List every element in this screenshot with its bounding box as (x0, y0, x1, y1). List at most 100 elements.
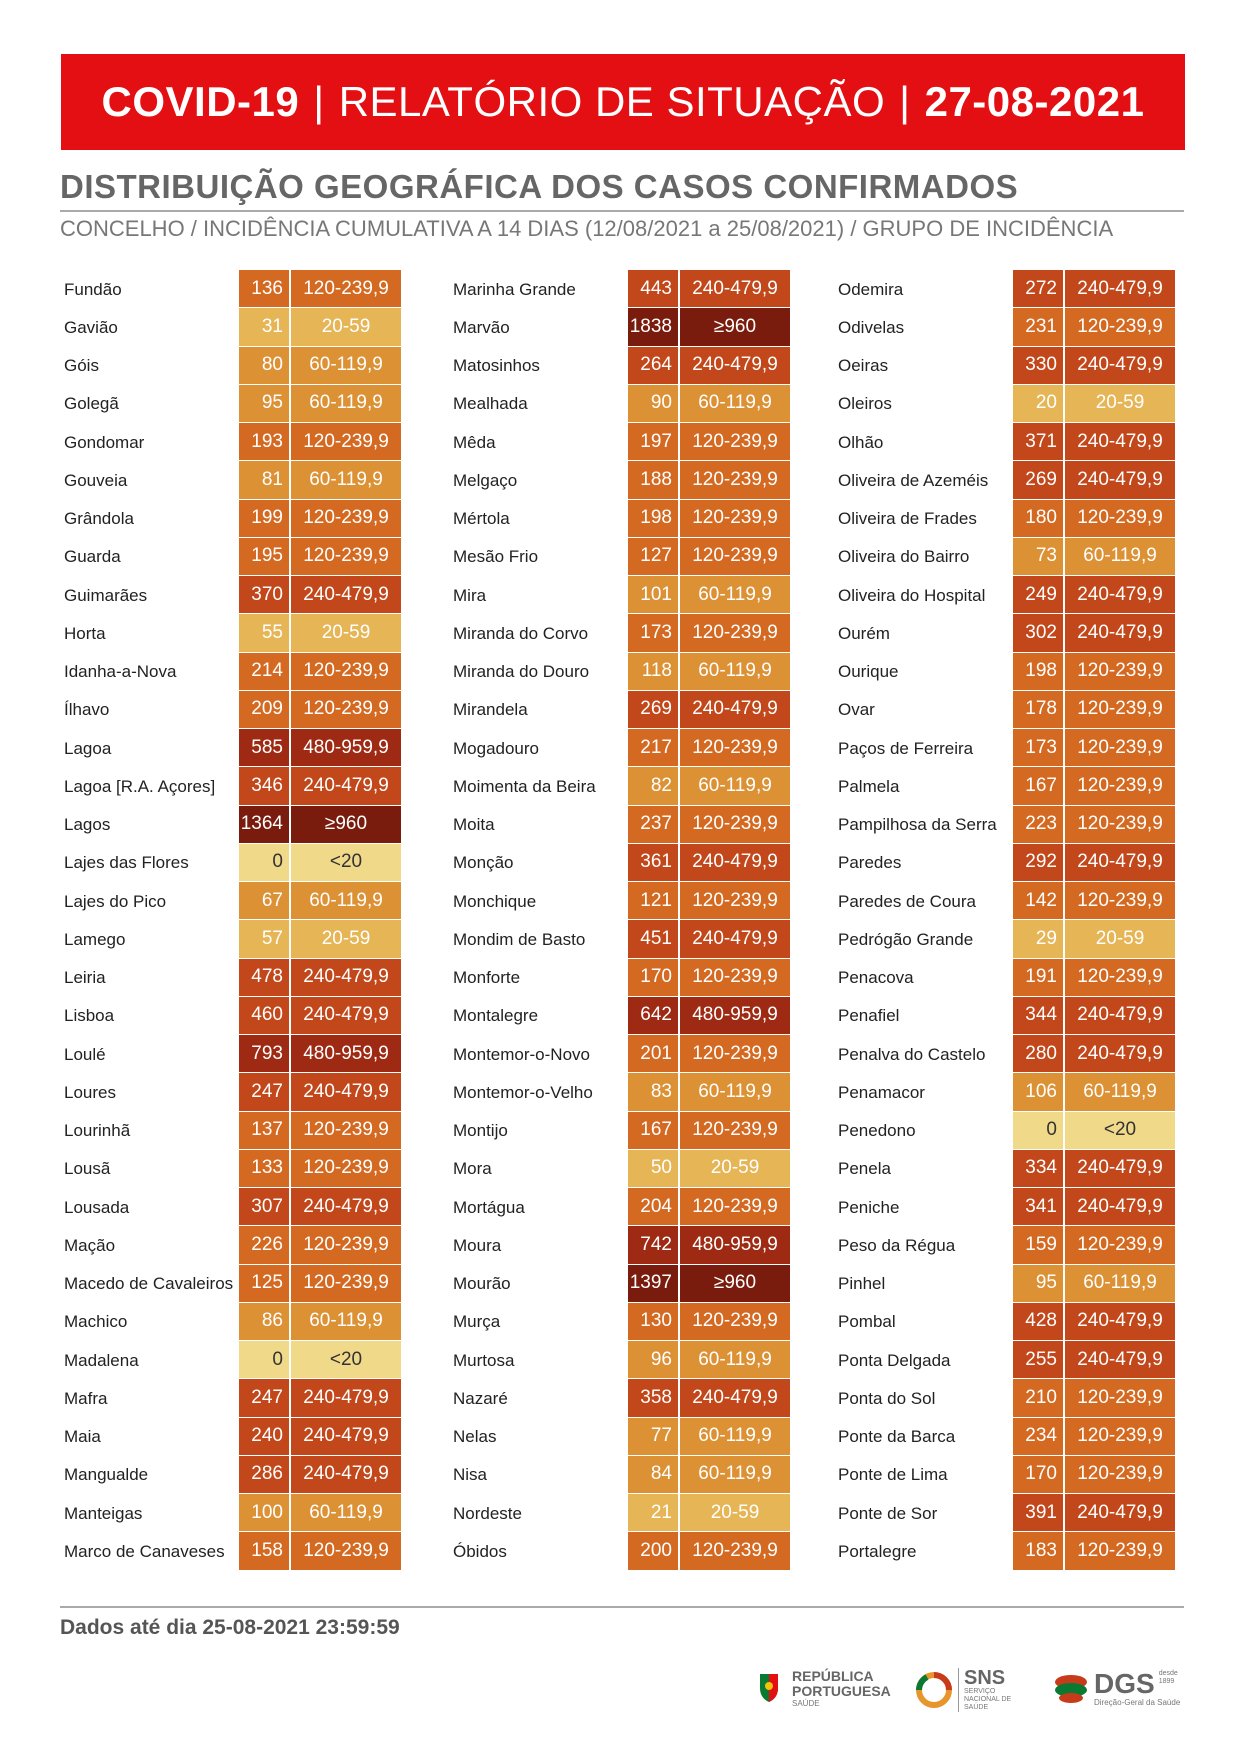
incidence-group: 120-239,9 (1065, 690, 1175, 729)
incidence-group: 20-59 (291, 308, 401, 347)
incidence-group: 60-119,9 (291, 1494, 401, 1533)
table-row: Pedrógão Grande 29 20-59 (834, 920, 1175, 959)
table-row: Ponte da Barca 234 120-239,9 (834, 1417, 1175, 1456)
incidence-value: 195 (239, 537, 291, 576)
municipality-name: Ponta Delgada (838, 1350, 951, 1370)
table-row: Paredes de Coura 142 120-239,9 (834, 882, 1175, 921)
incidence-value: 121 (628, 882, 680, 921)
municipality-name: Miranda do Douro (453, 662, 590, 682)
incidence-value: 344 (1013, 996, 1065, 1035)
table-row: Mealhada 90 60-119,9 (449, 384, 790, 423)
municipality-name: Pedrógão Grande (838, 929, 974, 949)
republica-sub: SAÚDE (792, 1698, 820, 1708)
incidence-value: 77 (628, 1417, 680, 1456)
incidence-value: 191 (1013, 958, 1065, 997)
incidence-group: 120-239,9 (1065, 1417, 1175, 1456)
incidence-group: 120-239,9 (291, 652, 401, 691)
table-row: Ponta do Sol 210 120-239,9 (834, 1379, 1175, 1418)
incidence-group: 120-239,9 (1065, 767, 1175, 806)
incidence-group: 240-479,9 (680, 690, 790, 729)
incidence-group: 120-239,9 (680, 537, 790, 576)
incidence-value: 96 (628, 1341, 680, 1380)
incidence-group: 240-479,9 (1065, 1188, 1175, 1227)
table-row: Paredes 292 240-479,9 (834, 843, 1175, 882)
incidence-value: 183 (1013, 1532, 1065, 1571)
municipality-name: Óbidos (453, 1541, 507, 1561)
municipality-name: Macedo de Cavaleiros (64, 1274, 234, 1294)
section-title: DISTRIBUIÇÃO GEOGRÁFICA DOS CASOS CONFIR… (60, 168, 1184, 212)
incidence-value: 50 (628, 1149, 680, 1188)
incidence-value: 193 (239, 423, 291, 462)
incidence-group: 60-119,9 (291, 346, 401, 385)
incidence-value: 272 (1013, 270, 1065, 309)
incidence-value: 73 (1013, 537, 1065, 576)
municipality-name: Mesão Frio (453, 547, 539, 567)
municipality-name: Lagoa [R.A. Açores] (64, 776, 216, 796)
incidence-group: 60-119,9 (291, 1302, 401, 1341)
incidence-group: 20-59 (1065, 384, 1175, 423)
municipality-name: Nazaré (453, 1388, 508, 1408)
incidence-group: 120-239,9 (680, 614, 790, 653)
incidence-value: 86 (239, 1302, 291, 1341)
incidence-value: 0 (1013, 1111, 1065, 1150)
incidence-group: 240-479,9 (291, 1417, 401, 1456)
incidence-group: 120-239,9 (680, 499, 790, 538)
municipality-name: Grândola (64, 509, 134, 529)
municipality-name: Guarda (64, 547, 121, 567)
incidence-value: 55 (239, 614, 291, 653)
table-row: Oliveira do Hospital 249 240-479,9 (834, 576, 1175, 615)
incidence-value: 346 (239, 767, 291, 806)
municipality-name: Paços de Ferreira (838, 738, 974, 758)
municipality-name: Mira (453, 585, 487, 605)
incidence-value: 214 (239, 652, 291, 691)
incidence-group: 240-479,9 (291, 767, 401, 806)
table-row: Oleiros 20 20-59 (834, 384, 1175, 423)
incidence-group: 120-239,9 (1065, 652, 1175, 691)
municipality-name: Oliveira do Bairro (838, 547, 970, 567)
municipality-name: Golegã (64, 394, 119, 414)
incidence-group: 60-119,9 (1065, 1073, 1175, 1112)
incidence-group: 240-479,9 (1065, 1341, 1175, 1380)
incidence-value: 142 (1013, 882, 1065, 921)
table-row: Guarda 195 120-239,9 (60, 537, 401, 576)
incidence-value: 198 (1013, 652, 1065, 691)
incidence-value: 451 (628, 920, 680, 959)
table-row: Ponte de Lima 170 120-239,9 (834, 1455, 1175, 1494)
municipality-name: Matosinhos (453, 356, 540, 376)
table-row: Lourinhã 137 120-239,9 (60, 1111, 401, 1150)
incidence-group: 120-239,9 (680, 423, 790, 462)
municipality-name: Machico (64, 1312, 128, 1332)
incidence-value: 247 (239, 1379, 291, 1418)
table-row: Loures 247 240-479,9 (60, 1073, 401, 1112)
incidence-value: 90 (628, 384, 680, 423)
incidence-group: 240-479,9 (1065, 1149, 1175, 1188)
municipality-name: Maia (64, 1427, 101, 1447)
table-row: Palmela 167 120-239,9 (834, 767, 1175, 806)
incidence-group: 60-119,9 (680, 1073, 790, 1112)
municipality-name: Mealhada (453, 394, 528, 414)
table-row: Monção 361 240-479,9 (449, 843, 790, 882)
incidence-group: 480-959,9 (680, 996, 790, 1035)
incidence-value: 391 (1013, 1494, 1065, 1533)
table-row: Golegã 95 60-119,9 (60, 384, 401, 423)
incidence-group: 120-239,9 (680, 882, 790, 921)
municipality-name: Oliveira de Azeméis (838, 470, 989, 490)
incidence-group: <20 (1065, 1111, 1175, 1150)
municipality-name: Oeiras (838, 356, 889, 376)
incidence-group: 60-119,9 (1065, 1264, 1175, 1303)
incidence-value: 269 (628, 690, 680, 729)
table-row: Penalva do Castelo 280 240-479,9 (834, 1035, 1175, 1074)
municipality-name: Lajes das Flores (64, 853, 189, 873)
incidence-value: 180 (1013, 499, 1065, 538)
municipality-name: Lousã (64, 1159, 111, 1179)
incidence-group: 120-239,9 (291, 270, 401, 309)
incidence-value: 249 (1013, 576, 1065, 615)
incidence-group: 20-59 (680, 1149, 790, 1188)
table-row: Madalena 0 <20 (60, 1341, 401, 1380)
table-row: Machico 86 60-119,9 (60, 1302, 401, 1341)
municipality-name: Murça (453, 1312, 501, 1332)
municipality-name: Lagos (64, 815, 111, 835)
dgs-emblem-icon (1055, 1675, 1087, 1703)
table-row: Ovar 178 120-239,9 (834, 690, 1175, 729)
table-row: Oliveira do Bairro 73 60-119,9 (834, 537, 1175, 576)
